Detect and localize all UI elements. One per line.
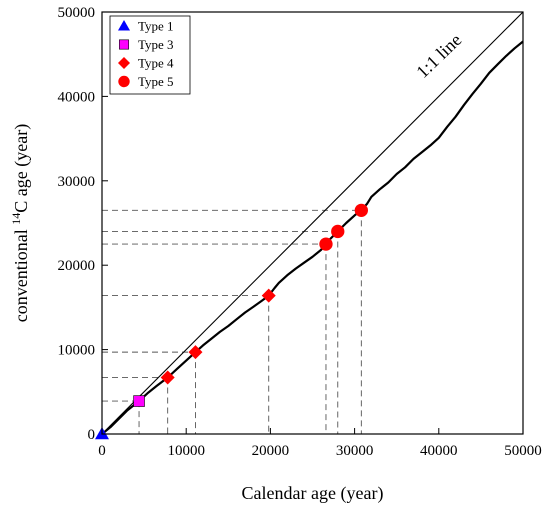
data-markers — [95, 203, 368, 440]
circle-marker — [354, 203, 368, 217]
y-tick-label: 10000 — [58, 343, 96, 359]
circle-marker — [331, 224, 345, 239]
x-tick-label: 20000 — [252, 443, 290, 459]
x-axis-title: Calendar age (year) — [242, 483, 384, 504]
y-axis-title: conventional 14C age (year) — [9, 124, 32, 322]
x-tick-label: 40000 — [420, 443, 458, 459]
x-tick-label: 30000 — [336, 443, 374, 459]
identity-line — [101, 11, 524, 435]
calibration-curve — [101, 40, 524, 435]
square-marker — [133, 395, 145, 407]
legend-entry-label: Type 3 — [138, 37, 174, 52]
identity-line-label: 1:1 line — [412, 30, 465, 82]
y-tick-label: 0 — [88, 427, 96, 443]
square-marker — [119, 39, 129, 50]
y-tick-label: 50000 — [58, 5, 96, 21]
x-tick-label: 50000 — [504, 443, 542, 459]
diamond-marker — [261, 288, 276, 303]
y-tick-label: 40000 — [58, 89, 96, 105]
triangle-marker — [118, 20, 130, 31]
curves — [101, 11, 524, 435]
legend-entry-label: Type 5 — [138, 74, 174, 89]
circle-marker — [118, 75, 130, 88]
legend: Type 1 Type 3 Type 4 Type 5 — [109, 15, 191, 95]
legend-entry-label: Type 1 — [138, 19, 174, 34]
x-tick-label: 0 — [98, 443, 106, 459]
guide-lines — [102, 209, 362, 434]
circle-marker — [319, 237, 333, 251]
legend-entry-label: Type 4 — [138, 56, 174, 71]
plot-frame — [101, 11, 524, 435]
axis-ticks: 0 10000 20000 30000 40000 50000 0 10000 20000 300… — [58, 5, 542, 459]
diamond-marker — [118, 57, 130, 69]
diamond-marker — [160, 370, 175, 385]
y-tick-label: 30000 — [58, 174, 96, 190]
x-tick-label: 10000 — [167, 443, 205, 459]
diamond-marker — [188, 345, 203, 360]
y-tick-label: 20000 — [58, 258, 96, 274]
